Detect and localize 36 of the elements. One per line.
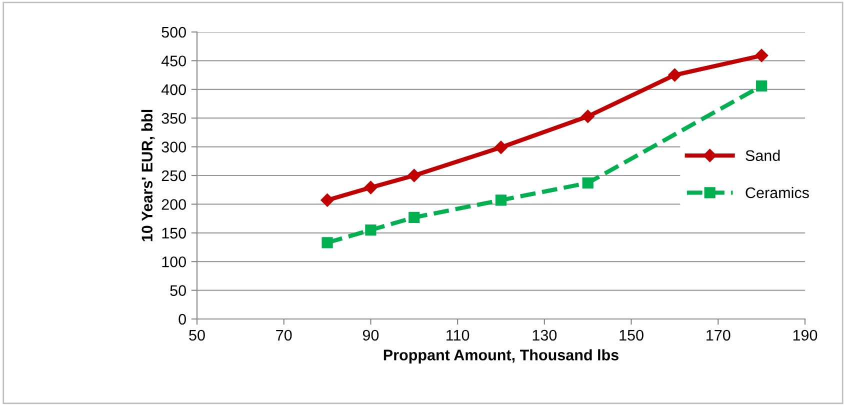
point [364,180,378,194]
point [408,212,420,223]
point [322,237,333,248]
y-tick-label: 50 [170,285,186,296]
x-tick-label: 130 [532,330,557,341]
x-tick-label: 70 [276,330,292,341]
y-axis-title: 10 Years' EUR, bbl [141,110,155,242]
y-tick-label: 400 [161,84,186,96]
y-tick-label: 300 [162,142,186,152]
x-axis-title: Proppant Amount, Thousand lbs [384,349,618,364]
point [581,110,594,123]
y-tick-label: 250 [162,170,186,182]
x-tick-label: 190 [793,330,818,341]
point [495,194,507,206]
x-tick-label: 90 [362,330,379,341]
x-tick-label: 170 [706,330,730,341]
y-tick-label: 450 [161,56,186,66]
point [365,224,376,236]
legend-label: Ceramics [746,186,809,198]
y-tick-label: 100 [162,256,186,268]
point [756,80,768,92]
point [494,140,508,154]
legend-label: Sand [746,150,780,162]
point [754,48,768,62]
x-tick-label: 50 [189,330,205,341]
y-tick-label: 500 [162,26,186,38]
y-tick-label: 150 [162,228,186,239]
y-tick-label: 200 [162,199,186,210]
point [582,177,594,189]
y-tick-label: 0 [178,314,186,325]
x-tick-label: 110 [446,330,470,341]
point [408,168,421,182]
point [668,68,682,82]
x-tick-label: 150 [620,330,644,341]
point [320,194,334,207]
y-tick-label: 350 [162,112,186,124]
